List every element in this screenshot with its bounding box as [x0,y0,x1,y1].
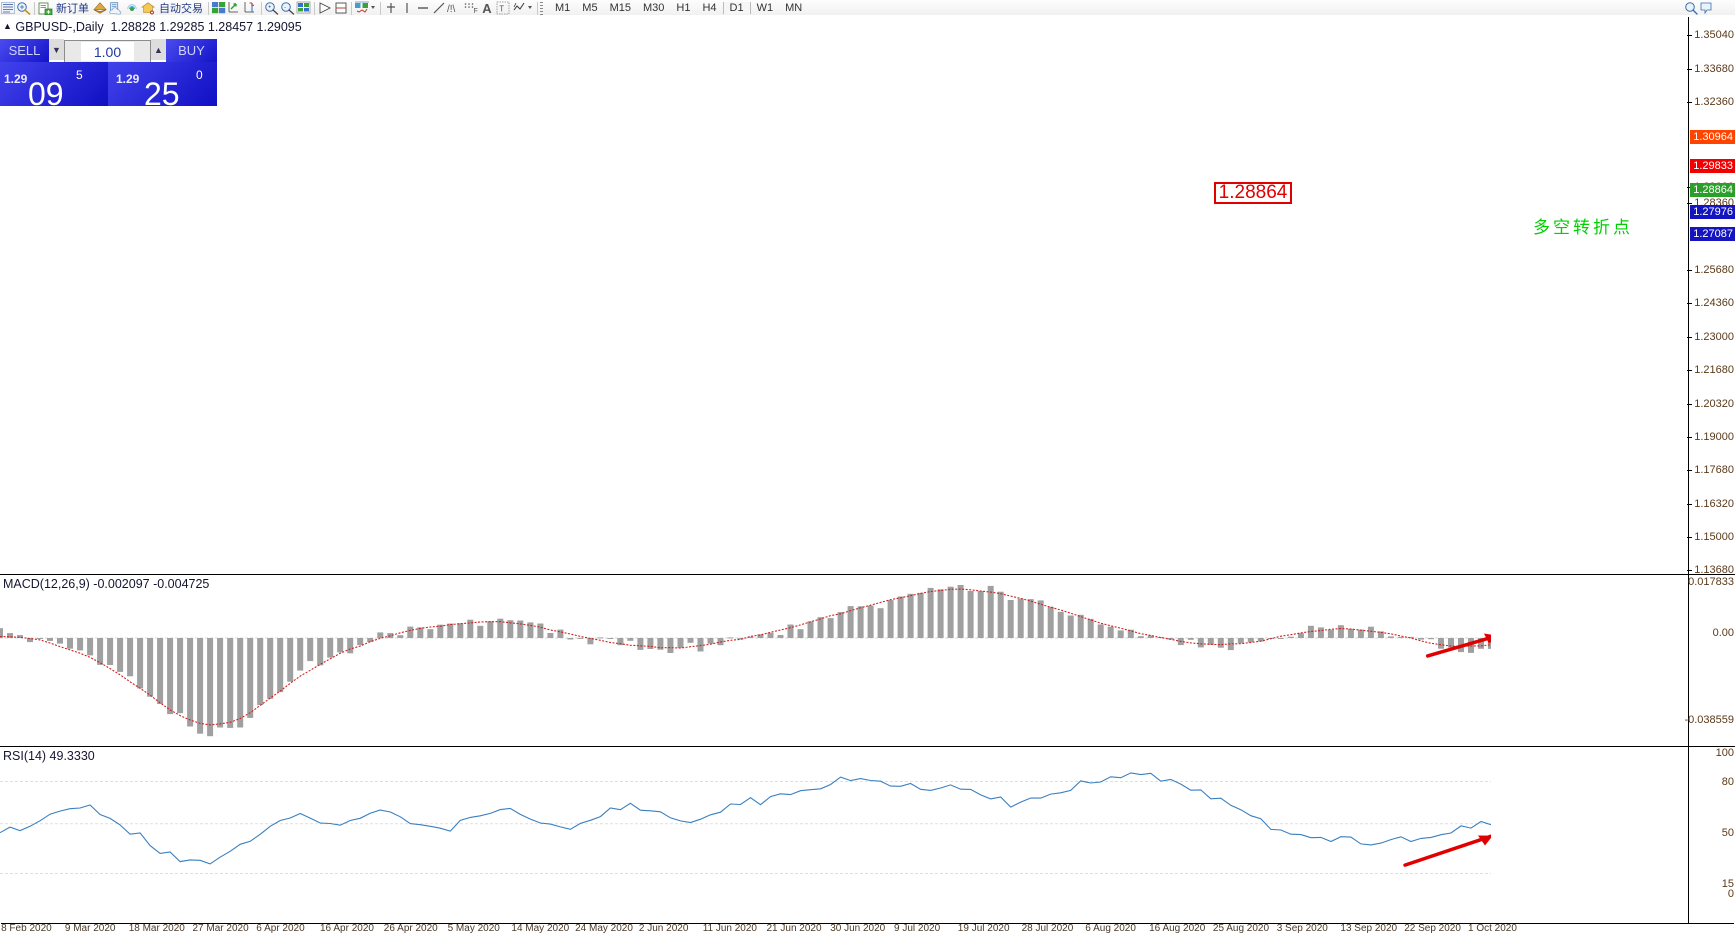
svg-text:+: + [268,4,271,10]
svg-text:F: F [474,8,478,15]
svg-text:/!\: /!\ [447,4,456,15]
svg-text:T: T [499,5,504,14]
